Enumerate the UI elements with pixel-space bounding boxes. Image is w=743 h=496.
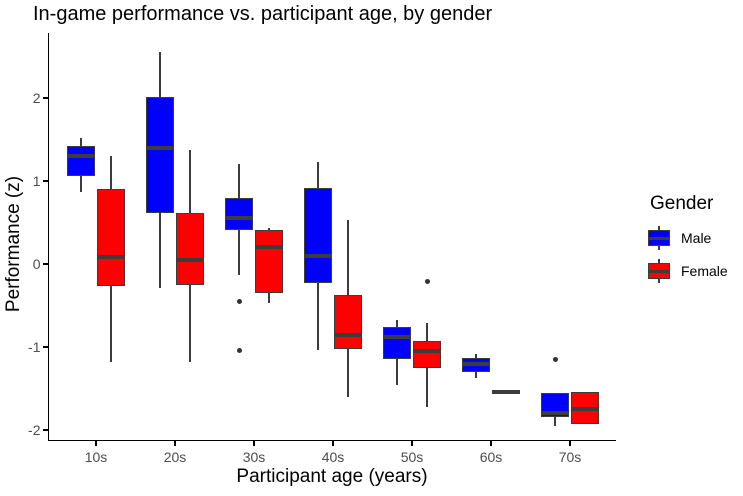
x-tick-10s xyxy=(95,441,97,446)
whisker-lower-female-30s xyxy=(268,293,270,303)
y-tick-label-1: 1 xyxy=(32,173,41,190)
legend-label-male: Male xyxy=(681,230,712,246)
x-tick-70s xyxy=(569,441,571,446)
whisker-upper-male-50s xyxy=(396,320,398,327)
box-male-10s xyxy=(67,146,95,177)
x-tick-label-70s: 70s xyxy=(558,448,582,465)
x-tick-label-50s: 50s xyxy=(400,448,424,465)
y-tick-0 xyxy=(43,263,48,265)
whisker-upper-female-50s xyxy=(426,322,428,342)
median-male-20s xyxy=(146,145,174,150)
x-tick-20s xyxy=(174,441,176,446)
whisker-upper-female-20s xyxy=(189,150,191,213)
median-female-60s xyxy=(492,390,520,395)
box-female-50s xyxy=(413,341,441,369)
outlier-male-30s-1 xyxy=(236,347,242,353)
whisker-lower-male-30s xyxy=(238,230,240,275)
x-tick-label-40s: 40s xyxy=(321,448,345,465)
x-tick-label-30s: 30s xyxy=(242,448,266,465)
median-male-30s xyxy=(225,216,253,221)
median-male-70s xyxy=(541,411,569,416)
y-tick-label--1: -1 xyxy=(28,338,41,355)
median-male-40s xyxy=(304,253,332,258)
whisker-lower-female-10s xyxy=(110,286,112,362)
whisker-lower-male-10s xyxy=(80,176,82,192)
legend-entry-male: Male xyxy=(646,225,740,251)
whisker-upper-female-40s xyxy=(347,220,349,295)
box-male-20s xyxy=(146,97,174,214)
whisker-lower-male-20s xyxy=(159,213,161,289)
whisker-lower-female-50s xyxy=(426,368,428,407)
x-tick-label-60s: 60s xyxy=(479,448,503,465)
whisker-upper-male-20s xyxy=(159,51,161,98)
whisker-upper-male-40s xyxy=(317,162,319,188)
box-female-30s xyxy=(255,230,283,293)
median-female-70s xyxy=(571,407,599,412)
whisker-upper-female-30s xyxy=(268,227,270,230)
x-tick-30s xyxy=(253,441,255,446)
y-tick-2 xyxy=(43,97,48,99)
outlier-male-70s-0 xyxy=(552,356,558,362)
whisker-lower-male-60s xyxy=(475,371,477,379)
whisker-lower-male-40s xyxy=(317,283,319,351)
legend-title: Gender xyxy=(650,193,714,214)
x-tick-40s xyxy=(332,441,334,446)
x-tick-60s xyxy=(490,441,492,446)
x-axis-title: Participant age (years) xyxy=(236,466,428,487)
box-female-10s xyxy=(97,189,125,287)
x-axis-line xyxy=(47,439,616,442)
y-tick-label--2: -2 xyxy=(28,421,41,438)
y-tick-label-2: 2 xyxy=(32,90,41,107)
y-axis-line xyxy=(47,33,50,442)
x-tick-label-20s: 20s xyxy=(163,448,187,465)
legend-key-male-boxplot-icon xyxy=(646,225,672,251)
whisker-lower-female-40s xyxy=(347,348,349,397)
outlier-female-50s-0 xyxy=(424,278,430,284)
y-tick--2 xyxy=(43,429,48,431)
whisker-upper-female-10s xyxy=(110,156,112,190)
median-female-20s xyxy=(176,257,204,262)
y-tick-label-0: 0 xyxy=(32,256,41,272)
outlier-male-30s-0 xyxy=(236,298,242,304)
legend: Gender Male Female xyxy=(640,193,740,291)
whisker-upper-male-30s xyxy=(238,163,240,198)
x-tick-50s xyxy=(411,441,413,446)
legend-entry-female: Female xyxy=(646,258,740,284)
median-female-10s xyxy=(97,255,125,260)
median-male-50s xyxy=(383,334,411,339)
y-tick--1 xyxy=(43,346,48,348)
box-male-30s xyxy=(225,197,253,230)
box-male-40s xyxy=(304,187,332,284)
box-female-20s xyxy=(176,212,204,285)
median-female-30s xyxy=(255,244,283,249)
chart-title: In-game performance vs. participant age,… xyxy=(33,3,493,25)
median-female-50s xyxy=(413,349,441,354)
whisker-lower-male-70s xyxy=(554,416,556,426)
y-tick-1 xyxy=(43,180,48,182)
median-female-40s xyxy=(334,333,362,338)
box-male-70s xyxy=(541,393,569,417)
box-female-40s xyxy=(334,294,362,349)
median-male-60s xyxy=(462,362,490,367)
box-male-50s xyxy=(383,327,411,360)
whisker-upper-male-10s xyxy=(80,137,82,147)
legend-entries: Male Female xyxy=(640,225,740,284)
whisker-lower-male-50s xyxy=(396,359,398,386)
whisker-upper-male-60s xyxy=(475,353,477,358)
legend-key-female-boxplot-icon xyxy=(646,258,672,284)
x-tick-label-10s: 10s xyxy=(84,448,108,465)
median-male-10s xyxy=(67,154,95,159)
legend-label-female: Female xyxy=(681,263,728,279)
whisker-lower-female-20s xyxy=(189,284,191,362)
